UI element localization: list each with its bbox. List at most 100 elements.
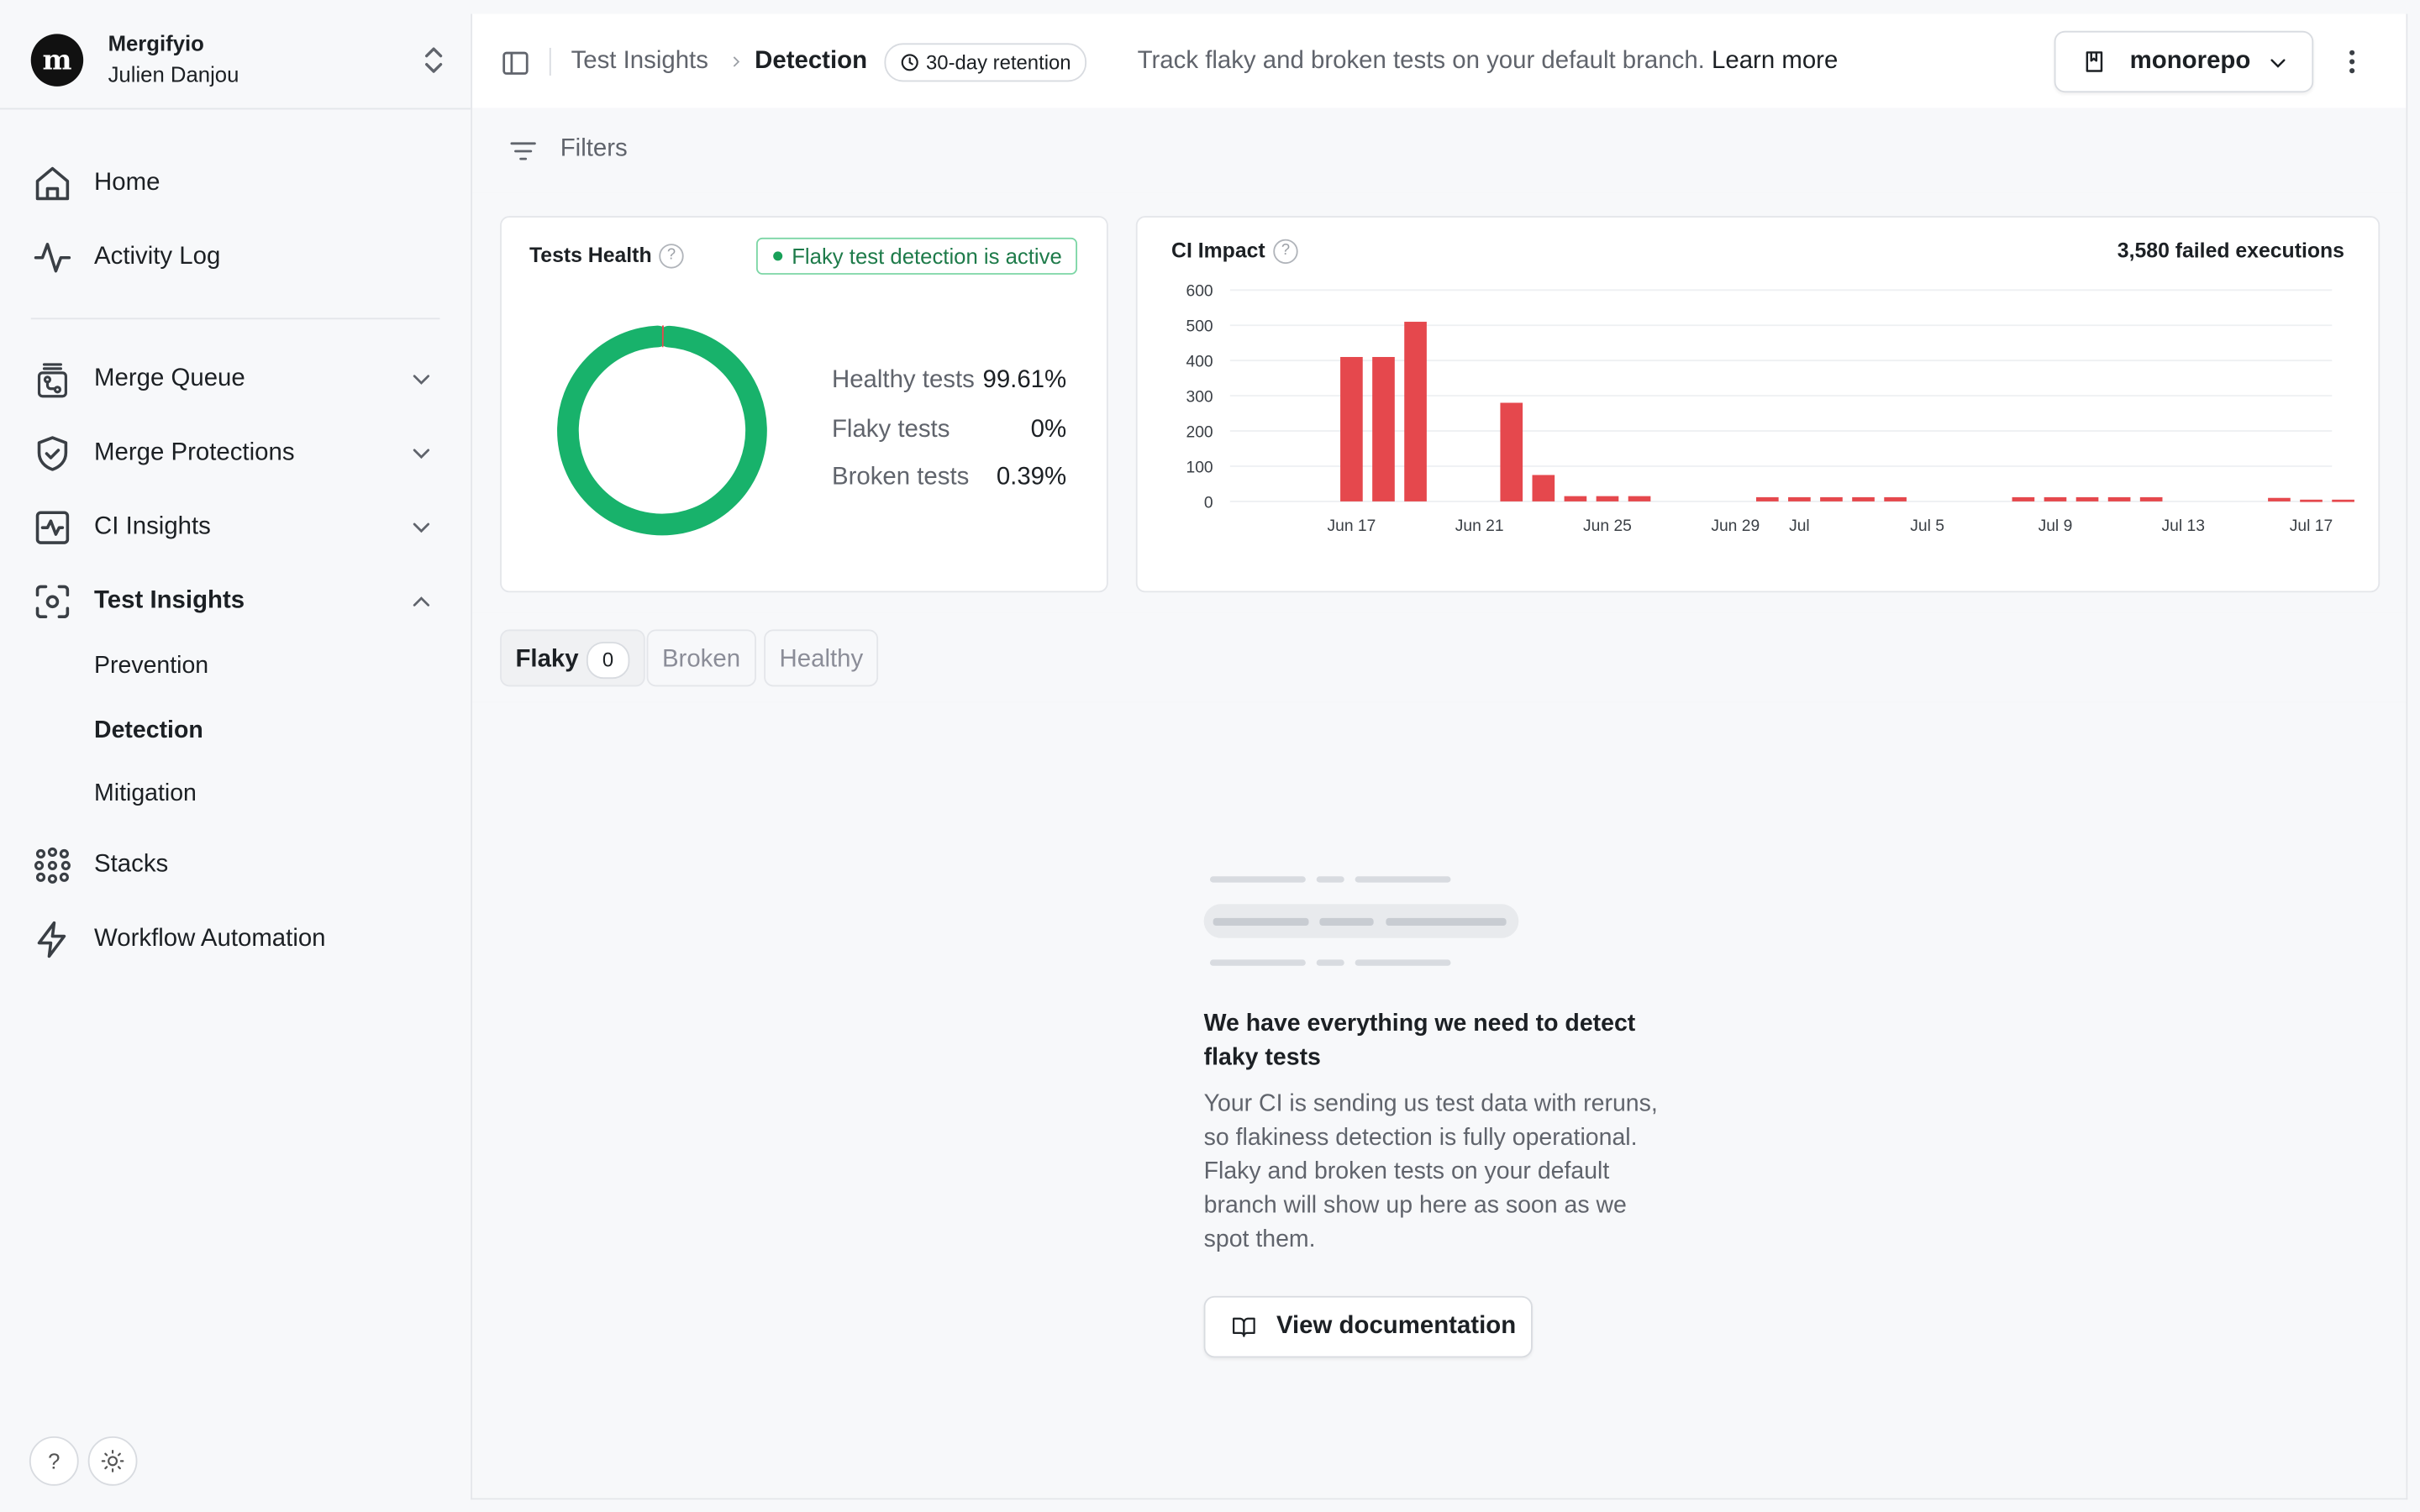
tab-broken-label: Broken	[661, 646, 741, 673]
nav-stacks-label: Stacks	[94, 851, 169, 879]
tab-flaky-label: Flaky	[515, 646, 579, 673]
x-tick-label: Jun 25	[1583, 517, 1632, 535]
nav-sub-prevention[interactable]: Prevention	[94, 652, 209, 680]
bar	[1532, 475, 1555, 501]
x-tick-label: Jul 9	[2039, 517, 2073, 535]
scan-icon	[31, 580, 74, 623]
bar	[1755, 496, 1779, 501]
nav-sub-mitigation[interactable]: Mitigation	[94, 780, 197, 807]
bar	[2332, 499, 2354, 502]
skeleton-line	[1355, 959, 1451, 966]
x-tick-label: Jul 17	[2290, 517, 2333, 535]
x-tick-label: Jul	[1789, 517, 1810, 535]
learn-more-link[interactable]: Learn more	[1712, 47, 1839, 75]
y-tick-label: 400	[1186, 354, 1213, 371]
bar	[2075, 496, 2099, 501]
x-tick-label: Jun 21	[1455, 517, 1504, 535]
view-documentation-label: View documentation	[1276, 1313, 1517, 1340]
breadcrumb-parent[interactable]: Test Insights	[571, 47, 708, 75]
chevron-down-icon[interactable]	[408, 365, 435, 393]
chevrons-up-down-icon[interactable]	[417, 43, 450, 76]
tab-healthy[interactable]: Healthy	[764, 629, 879, 687]
nav-divider	[30, 318, 440, 320]
repository-select[interactable]: monorepo	[2054, 30, 2314, 93]
y-tick-label: 100	[1186, 459, 1213, 476]
ci-impact-bar-chart: 0 100 200 300 400 500 600 Jun 17 Jun 21 Jun 25 Jun…	[1186, 283, 2354, 535]
nav-sub-detection[interactable]: Detection	[94, 717, 203, 744]
stacks-icon	[31, 844, 74, 887]
skeleton-line	[1355, 876, 1451, 883]
lightning-icon	[31, 918, 74, 961]
repo-icon	[2086, 51, 2103, 72]
chevron-down-icon[interactable]	[408, 514, 435, 542]
bar	[2300, 499, 2323, 502]
top-bar: Test Insights Detection 30-day retention…	[472, 14, 2407, 110]
bar	[2107, 496, 2131, 501]
repo-name: monorepo	[2129, 47, 2251, 75]
nav-ci-insights-label: CI Insights	[94, 513, 211, 540]
filter-bar[interactable]: Filters	[472, 108, 2407, 195]
skeleton-line	[1213, 917, 1309, 927]
theme-toggle-button[interactable]	[87, 1436, 138, 1486]
x-tick-label: Jul 13	[2162, 517, 2205, 535]
sun-icon	[101, 1450, 124, 1473]
clock-icon	[901, 54, 918, 71]
retention-badge: 30-day retention	[884, 43, 1086, 82]
skeleton-line	[1386, 917, 1507, 927]
home-icon	[31, 162, 74, 205]
breadcrumb-current: Detection	[755, 47, 868, 75]
y-tick-label: 500	[1186, 318, 1213, 336]
y-tick-label: 600	[1186, 283, 1213, 301]
nav-merge-protections-label: Merge Protections	[94, 439, 295, 466]
chevron-down-icon	[2270, 59, 2286, 68]
nav-activity-log[interactable]: Activity Log	[31, 232, 448, 284]
nav-workflow-automation[interactable]: Workflow Automation	[31, 913, 448, 965]
healthy-tests-value: 99.61%	[982, 367, 1067, 394]
bar	[1820, 496, 1843, 501]
bar	[1404, 322, 1427, 501]
skeleton-line	[1316, 959, 1344, 966]
more-options-icon[interactable]	[2337, 45, 2368, 78]
broken-tests-value: 0.39%	[996, 464, 1067, 491]
nav-test-insights[interactable]: Test Insights	[31, 575, 448, 627]
main-panel: Test Insights Detection 30-day retention…	[471, 13, 2408, 1500]
skeleton-line	[1209, 876, 1306, 883]
nav-test-insights-label: Test Insights	[94, 587, 245, 615]
empty-state: We have everything we need to detect fla…	[472, 701, 2407, 1499]
y-tick-label: 300	[1186, 388, 1213, 406]
empty-state-title: We have everything we need to detect fla…	[1203, 1011, 1636, 1071]
activity-icon	[31, 236, 74, 279]
nav-home[interactable]: Home	[31, 157, 448, 209]
nav-merge-protections[interactable]: Merge Protections	[31, 428, 448, 480]
tests-health-card: Tests Health ? Flaky test detection is a…	[500, 216, 1108, 593]
nav-home-label: Home	[94, 170, 160, 197]
org-switcher[interactable]: m Mergifyio Julien Danjou	[0, 0, 471, 110]
bar	[1628, 496, 1651, 501]
chevron-down-icon[interactable]	[408, 439, 435, 467]
nav-merge-queue[interactable]: Merge Queue	[31, 354, 448, 406]
help-icon[interactable]: ?	[1273, 239, 1298, 265]
bar	[1372, 356, 1395, 501]
bar	[1788, 496, 1811, 501]
divider	[549, 47, 551, 76]
flaky-tests-label: Flaky tests	[831, 416, 950, 444]
x-tick-label: Jul 5	[1910, 517, 1944, 535]
health-donut-chart	[557, 325, 767, 536]
view-documentation-button[interactable]: View documentation	[1203, 1295, 1533, 1358]
bar	[2139, 496, 2163, 501]
help-button[interactable]: ?	[29, 1436, 79, 1486]
nav-ci-insights[interactable]: CI Insights	[31, 501, 448, 554]
skeleton-line	[1209, 959, 1306, 966]
healthy-segment	[557, 325, 767, 536]
help-icon[interactable]: ?	[659, 244, 684, 269]
status-dot	[773, 251, 783, 261]
chevron-up-icon[interactable]	[408, 588, 435, 616]
bar	[1596, 496, 1619, 501]
sidebar-toggle-icon[interactable]	[500, 48, 531, 79]
org-logo: m	[30, 34, 84, 87]
sidebar: m Mergifyio Julien Danjou Home Activity …	[0, 0, 471, 1512]
tab-flaky[interactable]: Flaky 0	[500, 629, 645, 687]
help-icon: ?	[48, 1448, 60, 1474]
nav-stacks[interactable]: Stacks	[31, 839, 448, 891]
tab-broken[interactable]: Broken	[646, 629, 756, 687]
